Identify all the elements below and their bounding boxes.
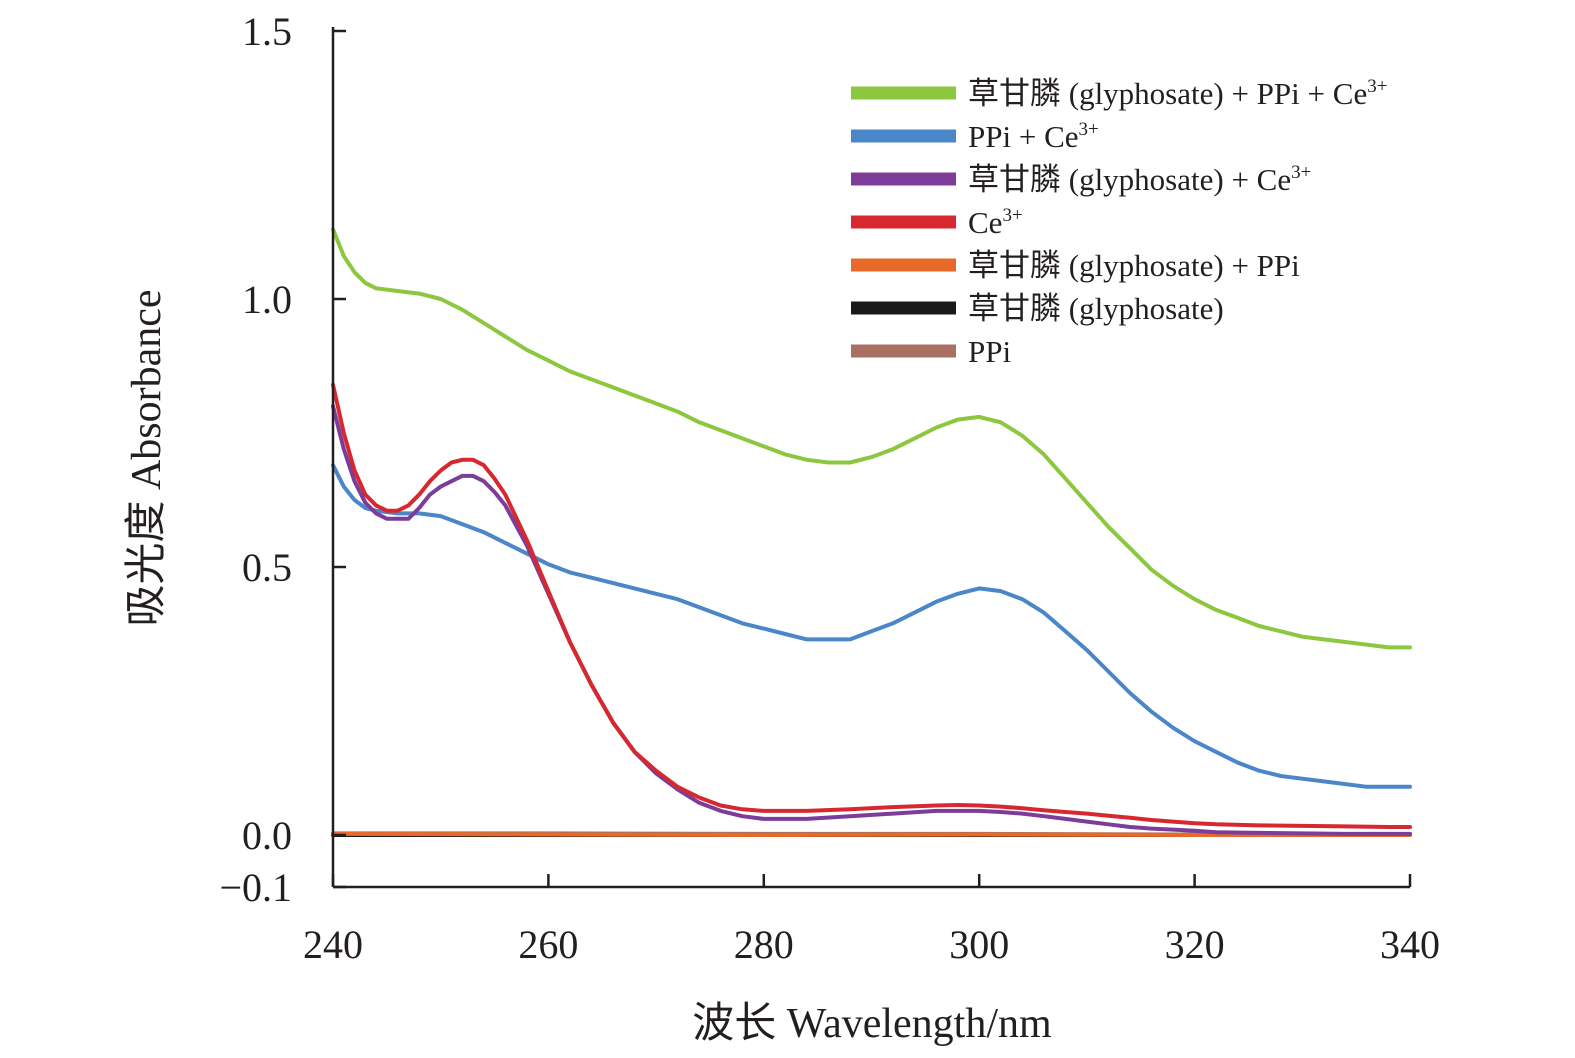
legend-item-5: 草甘膦 (glyphosate) + PPi: [851, 248, 1300, 283]
legend-label: PPi: [968, 334, 1011, 369]
legend-label: 草甘膦 (glyphosate) + Ce3+: [968, 162, 1311, 197]
y-tick-label: 0.0: [242, 813, 292, 858]
y-tick-label: 0.5: [242, 545, 292, 590]
series-line-4: [331, 382, 1412, 829]
legend-item-3: 草甘膦 (glyphosate) + Ce3+: [851, 162, 1311, 197]
legend-item-6: 草甘膦 (glyphosate): [851, 291, 1224, 326]
series-line-1: [331, 227, 1412, 650]
y-tick-label: −0.1: [219, 865, 292, 910]
x-tick-label: 240: [303, 922, 363, 967]
x-tick-label: 280: [734, 922, 794, 967]
x-tick-label: 260: [518, 922, 578, 967]
series-line-3: [331, 404, 1412, 836]
legend-item-4: Ce3+: [851, 205, 1023, 240]
x-tick-label: 300: [949, 922, 1009, 967]
legend-label: 草甘膦 (glyphosate) + PPi + Ce3+: [968, 76, 1387, 111]
y-tick-label: 1.5: [242, 9, 292, 54]
series-line-5: [331, 831, 1412, 837]
legend-label: 草甘膦 (glyphosate) + PPi: [968, 248, 1300, 283]
x-tick-label: 340: [1380, 922, 1440, 967]
legend: 草甘膦 (glyphosate) + PPi + Ce3+ PPi + Ce3+ 草…: [851, 76, 1387, 369]
legend-label: PPi + Ce3+: [968, 119, 1099, 154]
legend-item-1: 草甘膦 (glyphosate) + PPi + Ce3+: [851, 76, 1387, 111]
plot-lines: [331, 227, 1412, 837]
legend-item-7: PPi: [851, 334, 1011, 369]
x-axis-title: 波长 Wavelength/nm: [692, 1001, 1052, 1047]
legend-label: 草甘膦 (glyphosate): [968, 291, 1224, 326]
y-axis-title: 吸光度 Absorbance: [124, 289, 170, 626]
y-tick-label: 1.0: [242, 277, 292, 322]
legend-label: Ce3+: [968, 205, 1023, 240]
legend-item-2: PPi + Ce3+: [851, 119, 1099, 154]
series-line-2: [331, 463, 1412, 789]
x-tick-label: 320: [1165, 922, 1225, 967]
